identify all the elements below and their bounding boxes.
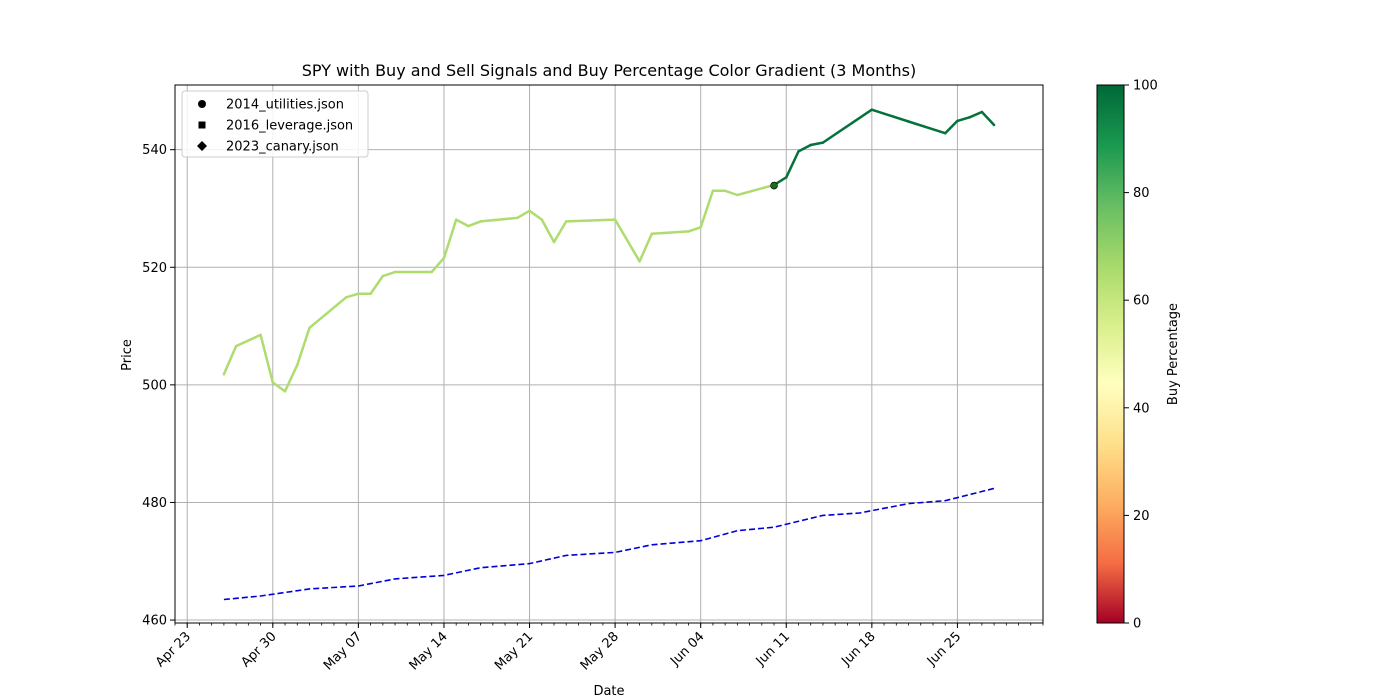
price-segment xyxy=(809,141,825,147)
price-segment xyxy=(613,218,641,263)
price-segment xyxy=(736,183,776,197)
colorbar-gradient xyxy=(1096,84,1125,624)
x-tick-label: Jun 18 xyxy=(838,629,878,669)
price-segment xyxy=(650,230,690,236)
plot-frame xyxy=(174,84,1044,624)
x-tick-label: May 14 xyxy=(407,629,451,673)
x-axis-label: Date xyxy=(593,684,624,699)
price-segment xyxy=(283,363,299,393)
x-tick-label: May 21 xyxy=(492,629,536,673)
price-segment xyxy=(381,270,397,278)
price-segment xyxy=(638,232,654,263)
x-tick-label: Jun 04 xyxy=(667,629,707,669)
legend-marker-square xyxy=(198,121,206,129)
y-tick-label: 480 xyxy=(142,496,167,511)
price-segment xyxy=(222,344,238,376)
colorbar-tick-label: 60 xyxy=(1133,294,1150,309)
y-axis: 460 480 500 520 540 xyxy=(142,143,175,629)
chart-title: SPY with Buy and Sell Signals and Buy Pe… xyxy=(302,61,917,80)
x-tick-label: May 07 xyxy=(321,629,365,673)
legend-marker-diamond xyxy=(197,141,207,151)
price-segment xyxy=(943,119,959,135)
price-segment xyxy=(479,216,519,223)
price-segment xyxy=(821,108,874,144)
price-segment xyxy=(540,218,556,244)
colorbar-tick-label: 40 xyxy=(1133,401,1150,416)
colorbar-tick-label: 100 xyxy=(1133,79,1158,94)
colorbar-tick-label: 80 xyxy=(1133,186,1150,201)
x-tick-label: Jun 25 xyxy=(924,629,964,669)
colorbar-tick-label: 0 xyxy=(1133,617,1141,632)
colorbar-tick-label: 20 xyxy=(1133,509,1150,524)
y-tick-label: 520 xyxy=(142,261,167,276)
price-segment xyxy=(907,120,947,135)
price-segment xyxy=(699,189,715,229)
price-segment xyxy=(723,189,739,197)
price-segment xyxy=(687,226,702,233)
price-segment xyxy=(870,108,910,123)
y-tick-label: 460 xyxy=(142,614,167,629)
grid xyxy=(175,85,1043,623)
price-segment xyxy=(552,220,568,244)
legend-label: 2014_utilities.json xyxy=(226,98,344,113)
legend-marker-circle xyxy=(198,100,206,108)
price-segment xyxy=(369,274,385,295)
price-segment xyxy=(467,220,482,228)
price-segment xyxy=(308,296,348,330)
legend-label: 2023_canary.json xyxy=(226,140,339,155)
plot-lines xyxy=(222,108,996,601)
x-axis: Apr 23 Apr 30 May 07 May 14 May 21 May 28 Jun … xyxy=(153,623,1044,673)
y-tick-label: 500 xyxy=(142,378,167,393)
price-segment xyxy=(442,218,458,260)
price-segment xyxy=(980,110,996,127)
price-segment xyxy=(564,218,617,223)
x-tick-label: Apr 30 xyxy=(238,629,279,670)
price-segment xyxy=(271,381,287,393)
signal-markers xyxy=(770,181,778,190)
legend-label: 2016_leverage.json xyxy=(226,119,353,134)
price-segment xyxy=(234,333,262,348)
signal-marker xyxy=(770,181,778,190)
y-axis-label: Price xyxy=(120,339,135,371)
price-segment xyxy=(259,333,275,384)
x-tick-label: Apr 23 xyxy=(153,629,194,670)
price-segment xyxy=(785,150,800,179)
legend-box xyxy=(181,90,369,158)
price-segment xyxy=(528,209,544,221)
price-segment xyxy=(797,143,812,153)
price-segment xyxy=(296,326,311,367)
x-tick-label: Jun 11 xyxy=(753,629,793,669)
price-segment xyxy=(956,116,971,123)
colorbar: 0 20 40 60 80 100 Buy Percentage xyxy=(1096,79,1181,632)
price-segment xyxy=(454,218,470,228)
x-tick-label: May 28 xyxy=(578,629,622,673)
y-tick-label: 540 xyxy=(142,143,167,158)
legend: 2014_utilities.json 2016_leverage.json 202… xyxy=(181,90,369,158)
price-segment xyxy=(968,110,984,119)
moving-average-line xyxy=(223,487,995,601)
colorbar-label: Buy Percentage xyxy=(1166,303,1181,405)
price-segment xyxy=(344,292,360,299)
price-segment xyxy=(516,209,531,220)
price-segment xyxy=(430,256,446,274)
